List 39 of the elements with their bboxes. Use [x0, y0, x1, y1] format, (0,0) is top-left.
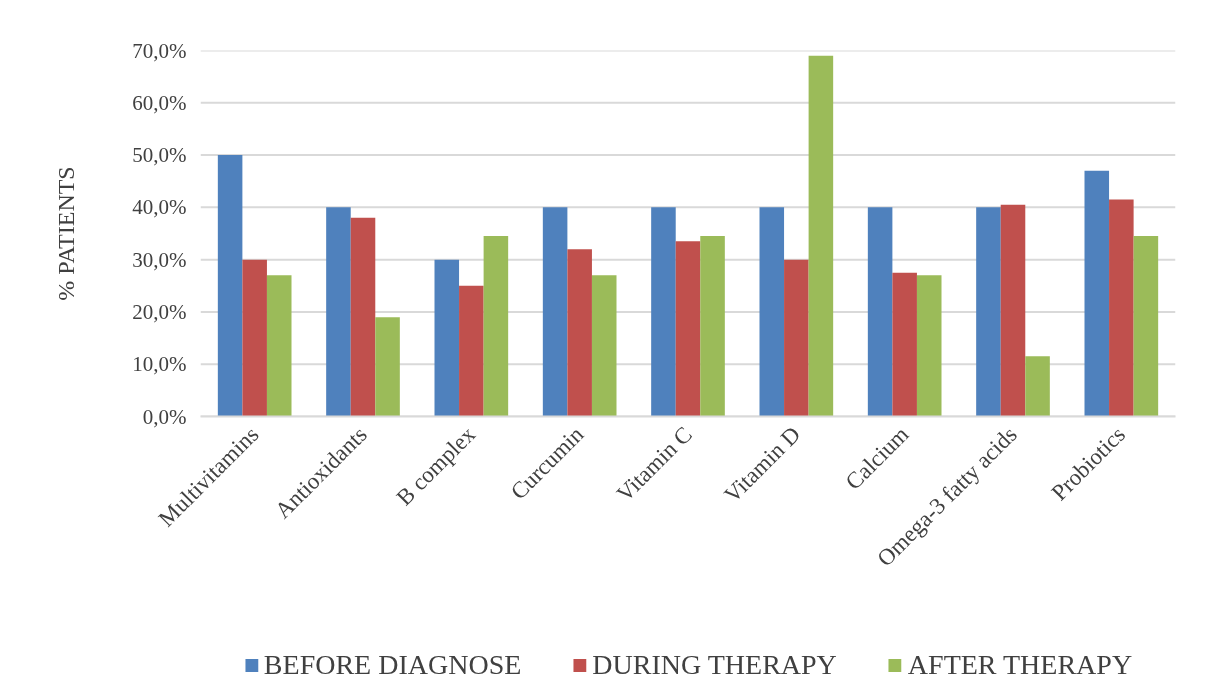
bar: [591, 275, 617, 417]
bar: [459, 285, 484, 417]
bar: [326, 207, 351, 417]
y-tick-label: 30,0%: [132, 247, 187, 272]
bar: [1133, 236, 1159, 417]
y-tick-label: 20,0%: [132, 299, 187, 324]
y-tick-label: 40,0%: [132, 195, 187, 220]
bar: [242, 259, 267, 417]
bar: [808, 55, 834, 417]
y-tick-label: 10,0%: [132, 352, 187, 377]
bar: [266, 275, 292, 417]
bar: [1084, 170, 1110, 417]
bar: [350, 217, 376, 417]
bar: [217, 155, 243, 417]
y-tick-label: 50,0%: [132, 143, 187, 168]
bar: [916, 275, 942, 417]
bar: [375, 317, 400, 417]
bar: [700, 236, 725, 417]
bar: [483, 236, 509, 417]
bar: [542, 207, 568, 417]
bar: [1109, 199, 1134, 417]
bar: [675, 241, 701, 417]
bar: [759, 207, 785, 417]
bar: [976, 207, 1001, 417]
bar: [867, 207, 893, 417]
bar: [1000, 204, 1026, 417]
bar: [1025, 356, 1050, 417]
y-tick-label: 70,0%: [132, 38, 187, 63]
y-axis-title: % PATIENTS: [53, 166, 80, 301]
bar: [567, 249, 592, 417]
bar: [651, 207, 676, 417]
y-tick-label: 60,0%: [132, 90, 187, 115]
legend-label: DURING THERAPY: [592, 649, 837, 681]
bar: [434, 259, 460, 417]
y-tick-label: 0,0%: [142, 404, 187, 429]
bar: [892, 272, 917, 417]
legend-label: AFTER THERAPY: [907, 649, 1133, 681]
bar: [784, 259, 809, 417]
legend-label: BEFORE DIAGNOSE: [263, 649, 522, 681]
